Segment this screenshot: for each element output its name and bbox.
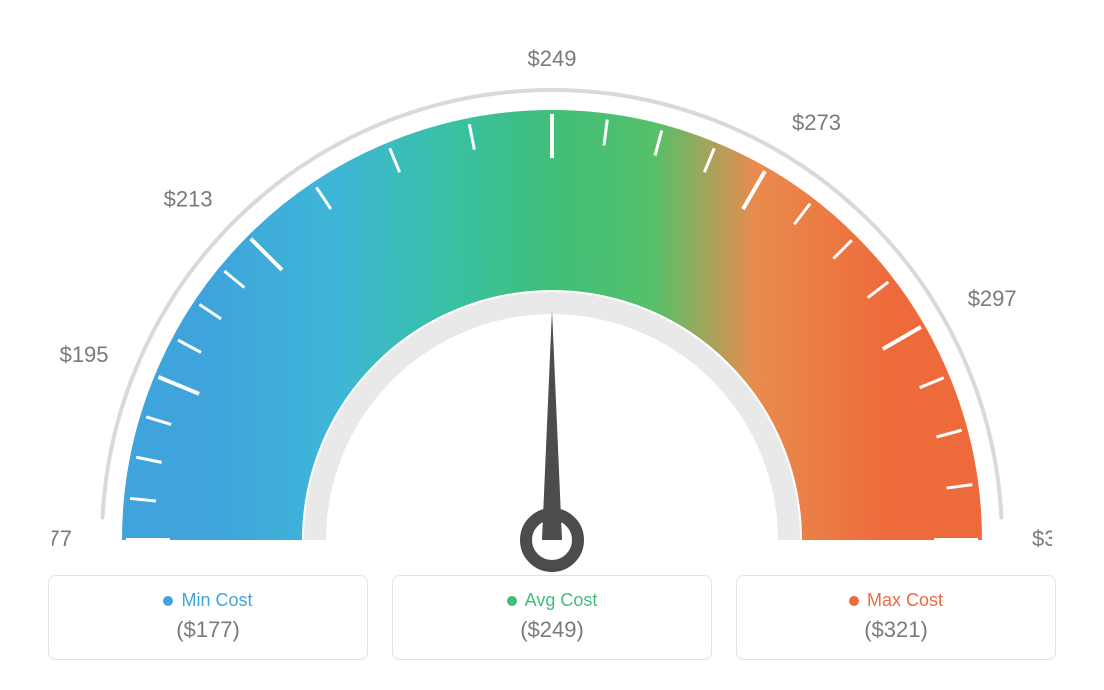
gauge-needle xyxy=(542,310,562,540)
min-cost-value: ($177) xyxy=(67,617,349,643)
gauge-svg: $177 $195 $213 $249 $273 $297 $321 xyxy=(52,40,1052,580)
gauge-tick-label: $213 xyxy=(164,186,213,211)
avg-cost-label: Avg Cost xyxy=(525,590,598,611)
legend-row: Min Cost ($177) Avg Cost ($249) Max Cost… xyxy=(48,575,1056,660)
gauge-chart: $177 $195 $213 $249 $273 $297 $321 xyxy=(52,40,1052,560)
gauge-tick-label: $297 xyxy=(968,286,1017,311)
max-cost-card: Max Cost ($321) xyxy=(736,575,1056,660)
gauge-tick-label: $177 xyxy=(52,526,72,551)
max-dot-icon xyxy=(849,596,859,606)
min-cost-card: Min Cost ($177) xyxy=(48,575,368,660)
gauge-tick-label: $195 xyxy=(60,342,109,367)
min-cost-label: Min Cost xyxy=(181,590,252,611)
avg-dot-icon xyxy=(507,596,517,606)
gauge-tick-label: $321 xyxy=(1032,526,1052,551)
max-cost-value: ($321) xyxy=(755,617,1037,643)
gauge-tick-label: $273 xyxy=(792,110,841,135)
max-cost-label: Max Cost xyxy=(867,590,943,611)
gauge-tick-label: $249 xyxy=(528,46,577,71)
avg-cost-card: Avg Cost ($249) xyxy=(392,575,712,660)
min-dot-icon xyxy=(163,596,173,606)
avg-cost-value: ($249) xyxy=(411,617,693,643)
